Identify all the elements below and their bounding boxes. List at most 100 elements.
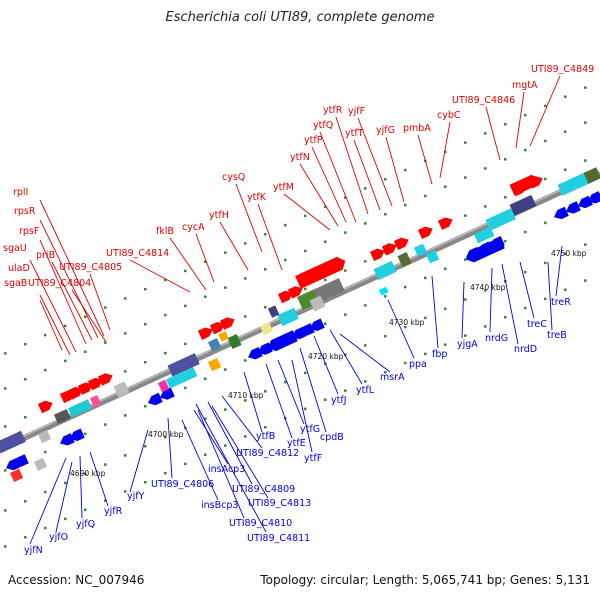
track-dot xyxy=(504,316,507,319)
track-dot xyxy=(4,545,7,548)
leader-line xyxy=(257,203,283,271)
track-dot xyxy=(364,344,367,347)
forward-gene xyxy=(393,237,409,251)
track-dot xyxy=(504,196,507,199)
tick-label: 4700 kbp xyxy=(148,430,184,439)
tick-label: 4740 kbp xyxy=(470,283,506,292)
gene-label: ppa xyxy=(409,359,427,370)
gene-block xyxy=(557,170,594,196)
track-dot xyxy=(564,252,567,255)
track-dot xyxy=(204,295,207,298)
track-dot xyxy=(164,278,167,282)
track-dot xyxy=(504,240,507,243)
leader-line xyxy=(283,193,331,231)
track-dot xyxy=(124,370,127,373)
reverse-gene-labels: yjfN yjfO yjfQ yjfR yjfY UTI89_C4806 ins… xyxy=(24,297,571,556)
forward-gene xyxy=(381,243,397,256)
gene-label: UTI89_C4806 xyxy=(151,479,214,490)
track-dot xyxy=(424,316,427,320)
reverse-gene xyxy=(310,318,325,331)
gene-block xyxy=(259,322,274,336)
gene-features xyxy=(0,167,600,483)
gene-label: UTI89_C4809 xyxy=(232,484,295,495)
track-dot xyxy=(584,279,587,282)
gene-block xyxy=(67,399,93,418)
track-dot xyxy=(4,425,7,428)
gene-block xyxy=(397,252,412,268)
gene-block xyxy=(267,305,280,318)
gene-block xyxy=(113,381,130,398)
leader-line xyxy=(555,245,563,297)
track-dot xyxy=(424,352,427,356)
leader-line xyxy=(29,457,67,545)
track-dot xyxy=(24,416,27,419)
gene-label: UTI89_C4813 xyxy=(248,498,311,509)
leader-line xyxy=(181,419,219,501)
track-dot xyxy=(524,113,527,117)
track-dot xyxy=(44,333,47,337)
gene-block xyxy=(413,243,428,257)
gene-label: cysQ xyxy=(222,172,245,183)
track-dot xyxy=(324,398,327,401)
gene-label: priB xyxy=(36,250,55,261)
track-dot xyxy=(164,351,167,355)
track-dot xyxy=(84,472,87,475)
map-title: Escherichia coli UTI89, complete genome xyxy=(165,10,435,25)
track-dot xyxy=(384,371,387,374)
reverse-gene xyxy=(148,392,163,406)
track-dot xyxy=(364,187,367,190)
track-dot xyxy=(64,517,67,521)
leader-line xyxy=(169,237,207,291)
leader-line xyxy=(353,139,381,211)
leader-line xyxy=(39,219,99,339)
gene-block xyxy=(207,338,222,352)
gene-label: yjfG xyxy=(376,125,395,136)
tick-label: 4750 kbp xyxy=(551,249,587,258)
leader-line xyxy=(319,131,357,223)
track-dot xyxy=(204,453,207,456)
track-dot xyxy=(484,325,487,328)
reverse-gene xyxy=(566,201,581,214)
track-dot xyxy=(204,260,207,263)
track-dot xyxy=(384,178,387,181)
track-dot xyxy=(184,386,187,390)
leader-line xyxy=(431,275,439,349)
gene-block xyxy=(378,286,389,296)
leader-line xyxy=(299,347,327,433)
track-dot xyxy=(184,304,187,308)
track-dot xyxy=(264,426,267,429)
track-dot xyxy=(444,267,447,270)
leader-line xyxy=(211,405,269,499)
track-dot xyxy=(64,324,67,328)
track-dot xyxy=(464,214,467,217)
track-dot xyxy=(164,313,167,317)
forward-gene xyxy=(97,373,113,386)
track-dot xyxy=(524,306,527,310)
gene-label: cycA xyxy=(182,222,205,233)
track-dot xyxy=(364,222,367,225)
reverse-gene xyxy=(60,433,75,446)
track-dot xyxy=(344,353,347,356)
gene-block xyxy=(89,394,102,408)
reverse-gene xyxy=(588,191,600,204)
gene-label: UTI89_C4805 xyxy=(59,262,122,273)
gene-label: rplI xyxy=(13,187,28,198)
track-dot xyxy=(304,407,307,411)
track-dot xyxy=(84,315,87,318)
dotted-tracks xyxy=(4,86,587,548)
gene-label: treB xyxy=(547,330,567,341)
gene-label: ytfJ xyxy=(331,395,347,406)
track-dot xyxy=(464,176,467,179)
track-dot xyxy=(444,150,447,153)
gene-label: yjgA xyxy=(457,339,478,350)
gene-label: sgaU xyxy=(3,243,27,254)
track-dot xyxy=(4,509,7,512)
track-dot xyxy=(124,414,127,417)
gene-label: yjfF xyxy=(348,106,365,117)
track-dot xyxy=(464,141,467,144)
track-dot xyxy=(224,286,227,289)
track-dot xyxy=(304,214,307,218)
gene-label: insAcp3 xyxy=(208,464,245,475)
reverse-gene xyxy=(14,454,29,467)
track-dot xyxy=(464,258,467,261)
